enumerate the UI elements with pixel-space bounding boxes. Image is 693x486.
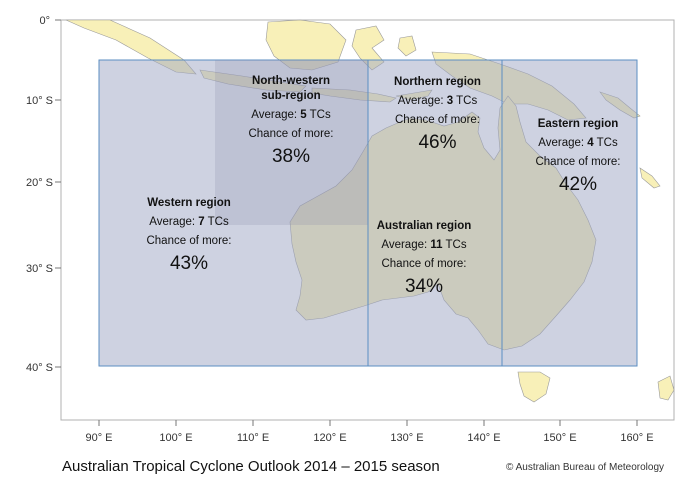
average-count: 7: [198, 216, 205, 228]
chance-percentage: 38%: [271, 146, 311, 167]
average-count: 11: [430, 239, 443, 251]
region-name: Western region: [147, 197, 231, 209]
region-average: Average: 11 TCs: [381, 239, 467, 251]
australian-region-label: Australian region Average: 11 TCs Chance…: [365, 217, 483, 300]
average-count: 5: [300, 109, 307, 121]
chance-percentage: 43%: [169, 253, 209, 274]
lat-label-20s: 20° S: [26, 177, 53, 189]
lon-label-90e: 90° E: [85, 432, 112, 444]
tasmania-landmass: [517, 371, 551, 403]
region-name: Northern region: [394, 76, 481, 88]
lat-label-30s: 30° S: [26, 263, 53, 275]
region-name: Australian region: [376, 220, 472, 232]
chance-label: Chance of more:: [381, 258, 467, 270]
region-average: Average: 4 TCs: [538, 137, 618, 149]
chance-percentage: 46%: [418, 132, 457, 153]
lat-label-10s: 10° S: [26, 95, 53, 107]
moluccas-islands: [397, 35, 417, 57]
region-overlays: [98, 59, 638, 367]
chance-percentage: 42%: [558, 174, 598, 195]
longitude-ticks: [98, 420, 638, 426]
region-name-line2: sub-region: [261, 90, 321, 102]
chance-percentage: 34%: [404, 276, 444, 297]
chance-label: Chance of more:: [248, 128, 334, 140]
lon-label-120e: 120° E: [313, 432, 346, 444]
northern-region-label: Northern region Average: 3 TCs Chance of…: [380, 73, 495, 156]
average-count: 3: [446, 95, 454, 107]
chance-label: Chance of more:: [146, 235, 232, 247]
lon-label-160e: 160° E: [620, 432, 653, 444]
average-count: 4: [587, 137, 594, 149]
north-western-subregion-area: [215, 60, 368, 225]
lon-label-100e: 100° E: [159, 432, 192, 444]
page-title: Australian Tropical Cyclone Outlook 2014…: [62, 458, 440, 475]
western-region-label: Western region Average: 7 TCs Chance of …: [134, 194, 244, 277]
region-average: Average: 7 TCs: [149, 216, 229, 228]
chance-label: Chance of more:: [535, 156, 621, 168]
region-name: Eastern region: [537, 118, 619, 130]
lon-label-110e: 110° E: [237, 432, 269, 444]
lon-label-140e: 140° E: [467, 432, 500, 444]
copyright-notice: © Australian Bureau of Meteorology: [506, 462, 665, 473]
lat-label-0: 0°: [39, 15, 50, 27]
new-zealand-landmass: [657, 375, 675, 401]
north-western-region-label: North-western sub-region Average: 5 TCs …: [236, 72, 346, 170]
latitude-ticks: [55, 19, 61, 368]
lon-label-150e: 150° E: [543, 432, 576, 444]
longitude-labels: 90° E 100° E 110° E 120° E 130° E 140° E…: [85, 432, 653, 444]
region-average: Average: 5 TCs: [251, 109, 331, 121]
chance-label: Chance of more:: [394, 114, 480, 126]
lat-label-40s: 40° S: [26, 362, 53, 374]
latitude-labels: 0° 10° S 20° S 30° S 40° S: [26, 15, 53, 374]
lon-label-130e: 130° E: [390, 432, 423, 444]
new-caledonia-landmass: [639, 167, 661, 189]
region-average: Average: 3 TCs: [397, 95, 478, 107]
region-name: North-western: [252, 75, 330, 87]
eastern-region-label: Eastern region Average: 4 TCs Chance of …: [522, 115, 634, 198]
